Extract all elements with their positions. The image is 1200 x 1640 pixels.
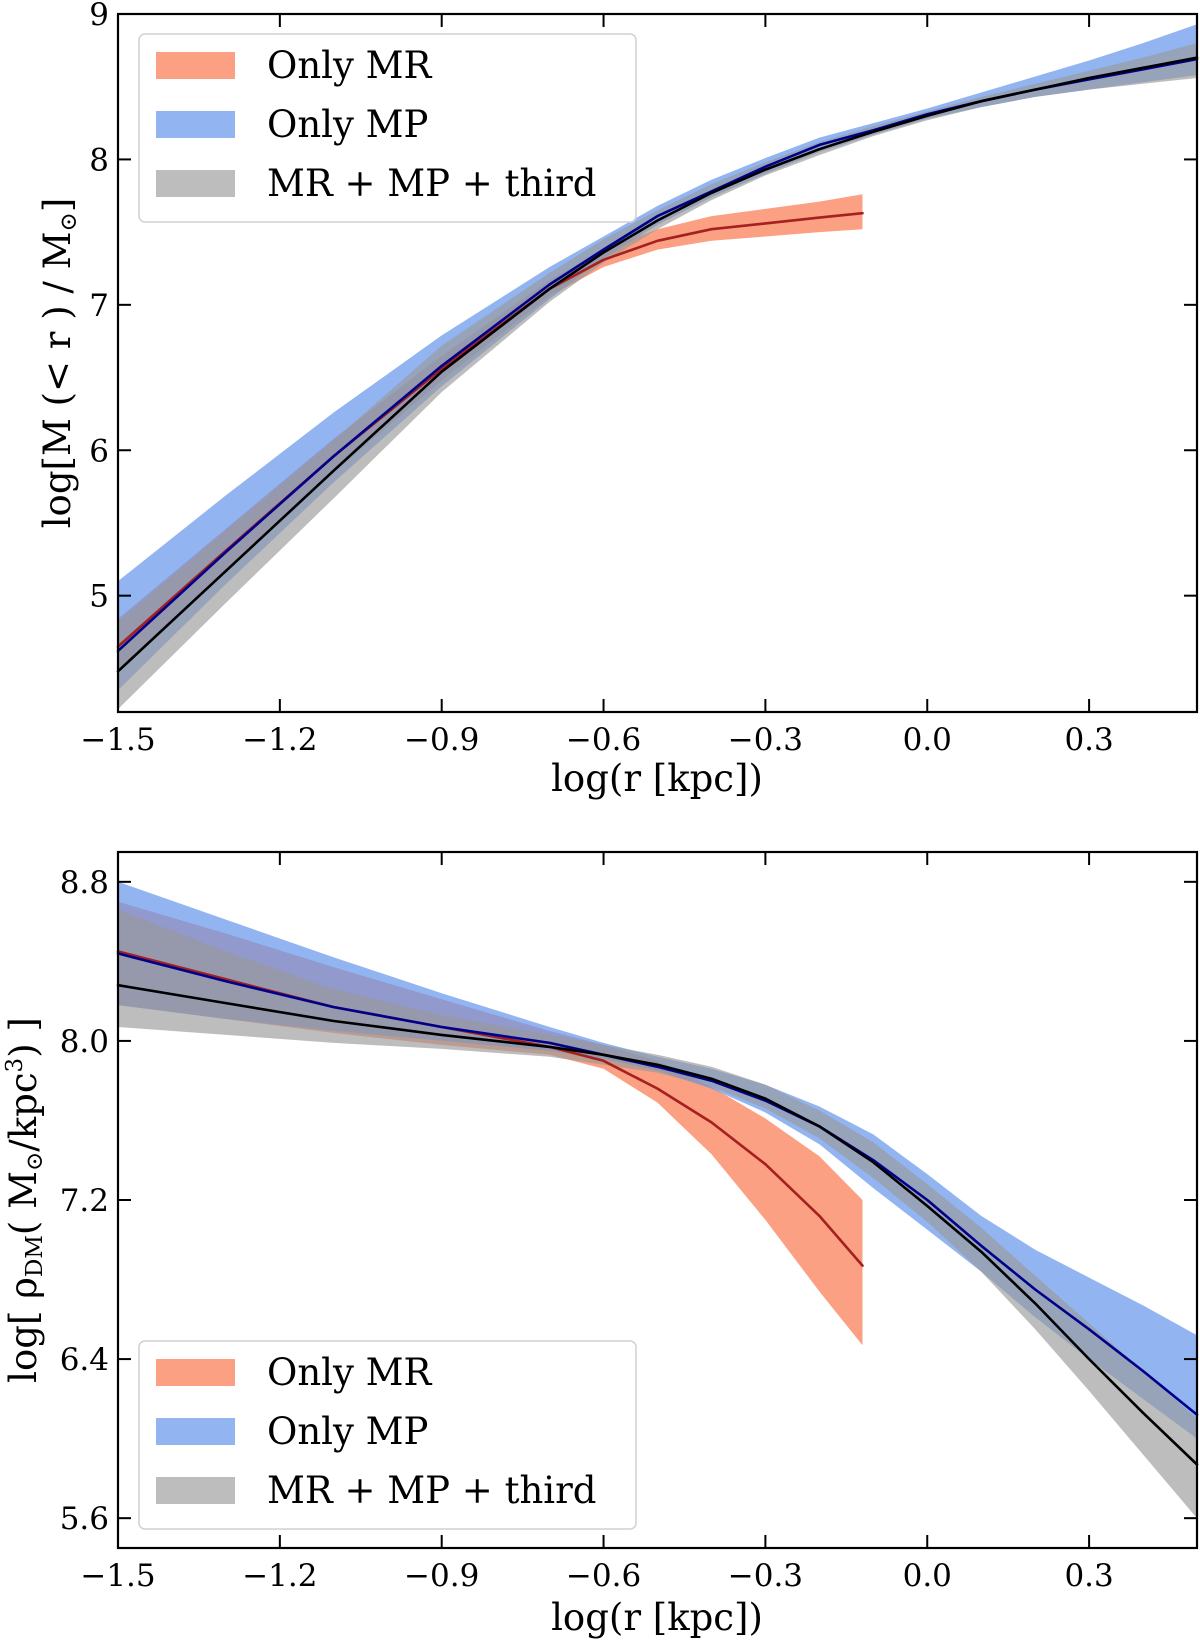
x-axis-label: log(r [kpc]) [551,1596,763,1639]
median-lines [116,950,1199,1466]
y-tick-label: 7.2 [60,1183,109,1219]
y-tick-label: 8.0 [60,1024,109,1060]
band-only-mr [118,194,863,672]
y-axis-label: log[M (< r ) / M⊙] [36,198,82,529]
x-tick-label: 0.0 [903,722,952,758]
y-tick-label: 6.4 [60,1342,109,1378]
density-profile-panel: −1.5 −1.2 −0.9 −0.6 −0.3 0.0 0.3 5.6 6.4 7.2 8.0 8.… [2,850,1199,1639]
median-lines [116,56,1199,673]
y-tick-label: 6 [89,433,109,469]
legend-label-only-mr: Only MR [267,44,433,87]
legend-swatch-only-mp [156,1418,235,1445]
legend-box [138,33,637,223]
legend-box [138,1340,637,1530]
x-axis-label: log(r [kpc]) [551,757,763,800]
legend: Only MR Only MP MR + MP + third [138,1340,637,1530]
axis-ticks [117,13,1197,712]
y-tick-label: 8.8 [60,865,109,901]
x-tick-label: −1.2 [242,1558,317,1594]
y-tick-label: 5.6 [60,1501,109,1537]
x-tick-label: −0.9 [404,722,479,758]
axis-ticks [117,852,1197,1548]
line-mr-mp-third [116,983,1199,1466]
x-tick-label: −1.5 [80,722,155,758]
legend-swatch-only-mr [156,52,235,79]
tick-labels: −1.5 −1.2 −0.9 −0.6 −0.3 0.0 0.3 5.6 6.4 7.2 8.0 8.… [60,865,1114,1594]
x-tick-label: −0.3 [728,1558,803,1594]
legend-swatch-only-mp [156,111,235,138]
legend-label-only-mp: Only MP [267,103,428,146]
legend-label-combined: MR + MP + third [267,1469,596,1512]
legend-label-only-mp: Only MP [267,1410,428,1453]
legend-swatch-combined [156,170,235,197]
tick-labels: −1.5 −1.2 −0.9 −0.6 −0.3 0.0 0.3 5 6 7 8 9 [80,0,1113,758]
x-tick-label: −0.6 [566,1558,641,1594]
legend-label-only-mr: Only MR [267,1351,433,1394]
legend-swatch-only-mr [156,1359,235,1386]
legend-swatch-combined [156,1477,235,1504]
legend: Only MR Only MP MR + MP + third [138,33,637,223]
legend-label-combined: MR + MP + third [267,162,596,205]
x-tick-label: −0.6 [566,722,641,758]
x-tick-label: −1.5 [80,1558,155,1594]
y-tick-label: 5 [89,579,109,615]
uncertainty-bands [118,881,1197,1519]
x-tick-label: 0.3 [1064,1558,1113,1594]
y-tick-label: 7 [89,288,109,324]
y-axis-label: log[ ρDM( M⊙/kpc3) ] [2,1017,48,1383]
band-mr-mp-third [118,909,1197,1519]
line-only-mp [116,952,1199,1417]
x-tick-label: −1.2 [242,722,317,758]
x-tick-label: −0.9 [404,1558,479,1594]
y-tick-label: 8 [89,142,109,178]
line-mr-mp-third [116,56,1199,673]
x-tick-label: 0.3 [1064,722,1113,758]
x-tick-label: 0.0 [903,1558,952,1594]
x-tick-label: −0.3 [728,722,803,758]
mass-profile-panel: −1.5 −1.2 −0.9 −0.6 −0.3 0.0 0.3 5 6 7 8 9 log(r [k… [36,0,1199,800]
plot-frame [116,12,1199,714]
y-tick-label: 9 [89,0,109,33]
